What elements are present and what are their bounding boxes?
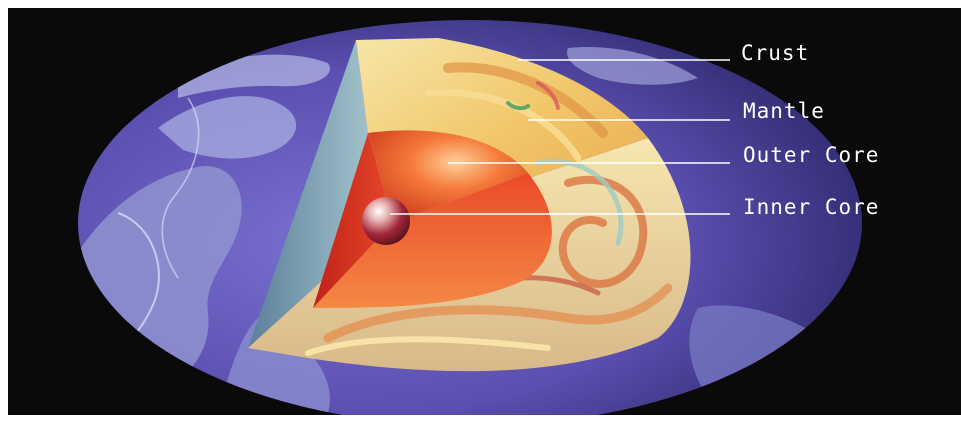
cutaway-wedge <box>248 38 691 372</box>
mantle-left-face <box>248 40 380 348</box>
outer-core-bottom-face <box>313 173 552 308</box>
inner-core-sphere <box>362 197 410 245</box>
outer-core-left-face <box>313 133 393 308</box>
outer-core-label: Outer Core <box>743 143 880 167</box>
mantle-label: Mantle <box>743 99 825 123</box>
outer-core-top-face <box>368 130 528 223</box>
callout-lines <box>390 59 730 215</box>
inner-core-label: Inner Core <box>743 195 880 219</box>
earth-illustration <box>8 8 961 415</box>
continents <box>78 47 828 413</box>
crust-label: Crust <box>741 41 810 65</box>
